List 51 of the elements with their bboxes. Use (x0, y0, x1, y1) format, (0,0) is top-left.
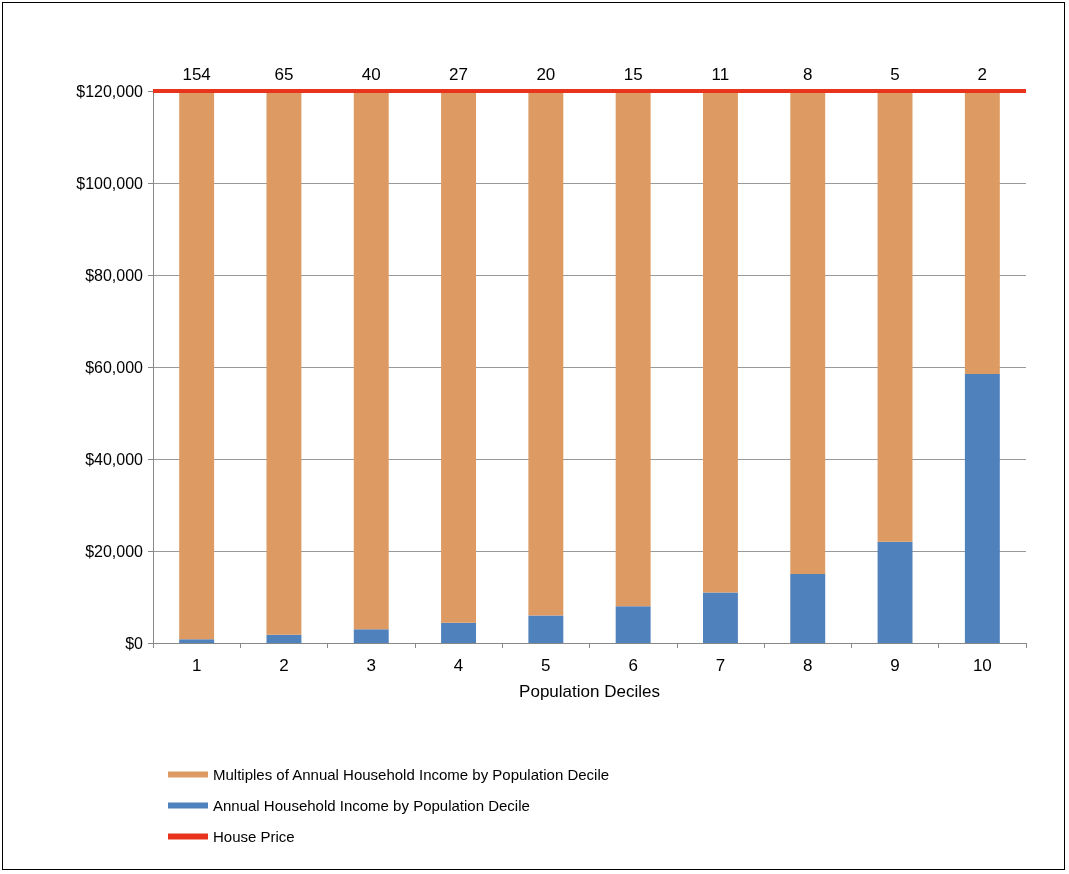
annotation: 65 (274, 65, 294, 84)
annotation: 5 (890, 65, 900, 84)
y-tick-label: $60,000 (85, 358, 144, 376)
x-tick-label: 10 (972, 656, 992, 675)
bar (266, 634, 302, 643)
x-tick-label: 8 (803, 656, 813, 675)
bar (179, 639, 215, 643)
annotation: 20 (536, 65, 556, 84)
x-tick-label: 5 (541, 656, 551, 675)
annotation: 2 (977, 65, 988, 84)
y-tick-label: $120,000 (76, 82, 144, 100)
bar (790, 91, 826, 574)
y-tick-label: $20,000 (85, 542, 144, 560)
bar (702, 592, 738, 643)
bar (877, 541, 913, 643)
annotation: 154 (182, 65, 211, 84)
bar (441, 622, 477, 643)
bar (353, 629, 389, 643)
y-tick-label: $80,000 (85, 266, 144, 284)
x-tick-label: 7 (715, 656, 726, 675)
bar (353, 91, 389, 630)
x-tick-label: 3 (366, 656, 376, 675)
legend-label: Multiples of Annual Household Income by Population Decile (213, 766, 610, 783)
x-tick-label: 2 (279, 656, 289, 675)
bar (615, 606, 651, 643)
annotation: 27 (449, 65, 469, 84)
y-tick-label: $100,000 (76, 174, 144, 192)
x-tick-label: 6 (628, 656, 638, 675)
x-tick-label: 1 (191, 656, 202, 675)
legend-label: Annual Household Income by Population Decile (213, 797, 530, 814)
bar (528, 615, 564, 643)
annotation: 15 (623, 65, 643, 84)
bar (702, 91, 738, 593)
x-tick-label: 9 (890, 656, 900, 675)
bar (615, 91, 651, 607)
bar (179, 91, 215, 640)
bar (441, 91, 477, 623)
y-tick-label: $40,000 (85, 450, 144, 468)
legend-label: House Price (213, 828, 295, 845)
bar (266, 91, 302, 635)
bar (528, 91, 564, 616)
bar (790, 574, 826, 643)
bar (964, 91, 1000, 374)
annotation: 11 (711, 65, 730, 84)
x-axis-title: Population Deciles (519, 682, 660, 701)
bar (964, 373, 1000, 643)
bar (877, 91, 913, 542)
annotation: 8 (803, 65, 813, 84)
x-tick-label: 4 (453, 656, 464, 675)
annotation: 40 (361, 65, 381, 84)
y-tick-label: $0 (125, 634, 144, 652)
